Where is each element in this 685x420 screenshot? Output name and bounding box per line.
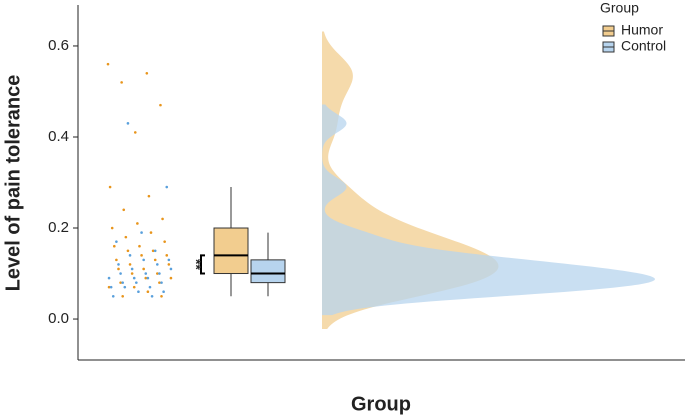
data-point	[153, 249, 157, 253]
y-tick-label: 0.4	[48, 128, 69, 145]
data-point	[149, 231, 153, 234]
data-point	[151, 249, 155, 253]
data-point	[126, 249, 130, 253]
data-point	[156, 263, 159, 266]
data-point	[132, 285, 136, 289]
data-point	[106, 62, 110, 66]
data-point	[138, 244, 141, 248]
data-point	[142, 258, 145, 262]
data-point	[150, 294, 154, 298]
y-tick-label: 0.2	[48, 219, 69, 236]
data-point	[107, 276, 111, 280]
data-point	[121, 294, 124, 298]
data-point	[137, 290, 140, 294]
data-point	[128, 254, 132, 257]
data-point	[160, 281, 163, 284]
data-point	[148, 285, 152, 289]
data-point	[160, 294, 163, 298]
data-point	[108, 185, 112, 189]
data-point	[112, 244, 116, 248]
data-point	[165, 254, 169, 257]
data-point	[165, 185, 169, 189]
data-point	[163, 240, 166, 243]
box	[213, 227, 249, 275]
data-point	[162, 290, 165, 294]
data-point	[122, 208, 126, 212]
data-point	[144, 272, 148, 275]
data-point	[142, 267, 145, 271]
data-point	[115, 240, 118, 243]
data-point	[136, 222, 139, 225]
data-point	[117, 267, 120, 271]
data-point	[167, 258, 171, 262]
data-point	[117, 263, 120, 266]
y-axis-title: Level of pain tolerance	[2, 75, 24, 292]
data-point	[147, 194, 151, 198]
significance-bracket	[200, 254, 205, 275]
data-point	[121, 281, 124, 284]
data-point	[159, 103, 162, 107]
data-point	[158, 281, 161, 284]
y-tick-label: 0.0	[48, 310, 69, 327]
data-point	[130, 272, 134, 275]
data-point	[146, 290, 150, 294]
data-point	[140, 254, 143, 257]
data-point	[161, 217, 164, 221]
data-point	[119, 272, 122, 275]
data-point	[132, 276, 136, 280]
data-point	[128, 263, 132, 266]
data-point	[144, 276, 148, 280]
data-point	[126, 122, 130, 125]
data-point	[110, 226, 114, 230]
data-point	[115, 258, 118, 262]
data-point	[123, 285, 127, 289]
data-point	[135, 281, 138, 284]
data-point	[153, 258, 157, 262]
data-point	[111, 294, 115, 298]
data-point	[169, 267, 173, 271]
legend-title: Group	[600, 0, 639, 16]
box	[250, 259, 286, 284]
data-point	[140, 231, 143, 234]
density	[322, 104, 655, 316]
data-point	[130, 267, 134, 271]
data-point	[133, 131, 137, 134]
data-point	[109, 285, 113, 289]
data-point	[158, 272, 161, 275]
legend-label: Control	[621, 38, 666, 54]
data-point	[107, 285, 111, 289]
data-point	[124, 235, 128, 239]
data-point	[156, 272, 159, 275]
data-point	[167, 263, 171, 266]
y-tick-label: 0.6	[48, 37, 69, 54]
data-point	[119, 281, 122, 284]
data-point	[146, 276, 150, 280]
legend-label: Humor	[621, 22, 663, 38]
significance-label: **	[188, 259, 204, 270]
data-point	[120, 81, 123, 84]
data-point	[169, 276, 173, 280]
data-point	[145, 71, 149, 75]
x-axis-title: Group	[351, 393, 411, 415]
